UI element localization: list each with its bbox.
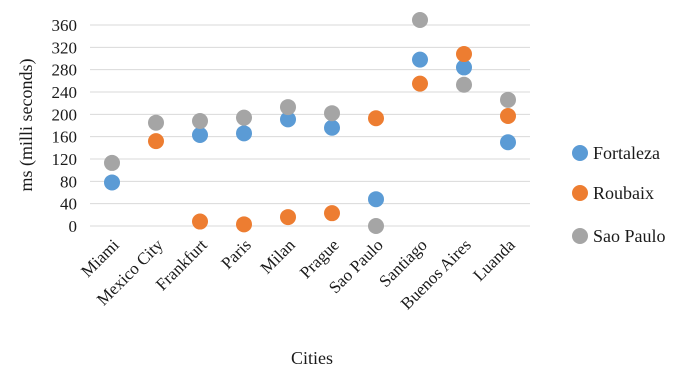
data-point [192,126,208,143]
data-point [280,111,296,128]
data-point [456,76,472,93]
y-tick-label: 360 [52,16,78,35]
legend-label: Fortaleza [593,143,660,163]
x-tick-label: Paris [217,235,254,272]
data-point [324,205,340,222]
data-points [104,11,516,234]
y-axis-ticks: 0 40 80 120 160 200 240 280 320 360 [52,16,78,236]
data-point [456,46,472,63]
x-axis-title: Cities [291,348,333,368]
y-tick-label: 200 [52,105,78,124]
data-point [368,110,384,127]
x-tick-label: Luanda [469,235,519,285]
y-axis-title: ms (milli seconds) [16,59,37,192]
legend-label: Sao Paulo [593,226,666,246]
x-tick-label: Milan [257,235,300,278]
legend: Fortaleza Roubaix Sao Paulo [572,143,666,246]
legend-label: Roubaix [593,183,654,203]
data-point [324,105,340,122]
data-point [368,191,384,208]
data-point [236,109,252,126]
gridlines [90,24,530,227]
legend-marker [572,228,588,244]
y-tick-label: 160 [52,128,78,147]
data-point [412,11,428,28]
data-point [104,154,120,171]
y-tick-label: 320 [52,38,78,57]
y-tick-label: 40 [60,195,77,214]
data-point [456,59,472,76]
data-point [324,119,340,136]
data-point [236,125,252,142]
data-point [368,218,384,234]
legend-marker [572,145,588,161]
data-point [236,216,252,233]
data-point [280,209,296,226]
legend-marker [572,185,588,201]
data-point [412,51,428,68]
data-point [192,113,208,130]
data-point [148,114,164,131]
y-tick-label: 280 [52,61,78,80]
y-tick-label: 240 [52,83,78,102]
data-point [412,75,428,92]
data-point [500,91,516,108]
data-point [280,99,296,116]
y-tick-label: 120 [52,150,78,169]
y-tick-label: 0 [69,217,78,236]
data-point [192,213,208,230]
data-point [500,134,516,151]
data-point [104,174,120,191]
y-tick-label: 80 [60,172,77,191]
data-point [500,108,516,125]
data-point [148,133,164,150]
